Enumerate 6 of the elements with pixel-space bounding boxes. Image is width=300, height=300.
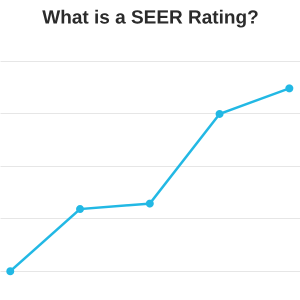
point	[216, 110, 224, 118]
chart-title: What is a SEER Rating?	[42, 8, 259, 28]
point	[146, 200, 154, 208]
point	[76, 205, 84, 214]
point	[285, 84, 294, 92]
point	[6, 267, 14, 276]
